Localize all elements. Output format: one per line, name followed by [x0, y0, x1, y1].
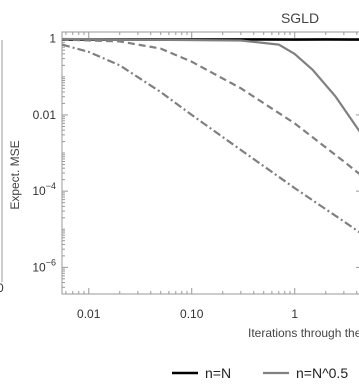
x-tick-label: 0.10 [180, 307, 204, 321]
x-tick-labels: 0.01 0.10 1 [77, 307, 298, 321]
legend-label-2: n=N^0.5 [296, 365, 348, 381]
legend: n=N n=N^0.5 [172, 365, 348, 381]
y-axis-title: Expect. MSE [8, 140, 22, 209]
y-tick-label: 10−4 [32, 181, 56, 198]
series-line-3 [61, 38, 359, 176]
series-lines [61, 37, 359, 234]
left-panel-fragment-label: 0 [0, 281, 4, 295]
x-tick-label: 1 [291, 307, 298, 321]
series-line-2 [61, 37, 359, 133]
plot-frame [61, 31, 359, 295]
legend-label-1: n=N [205, 365, 231, 381]
x-tick-label: 0.01 [77, 307, 101, 321]
y-tick-label: 10−6 [32, 257, 56, 274]
y-tick-label: 0.01 [33, 108, 57, 122]
tick-marks [62, 32, 359, 295]
x-axis-title: Iterations through the data [248, 326, 359, 340]
series-line-4 [61, 43, 359, 234]
y-tick-label: 1 [49, 32, 56, 46]
chart-title: SGLD [281, 10, 319, 26]
y-tick-labels: 1 0.01 10−4 10−6 [32, 32, 56, 275]
